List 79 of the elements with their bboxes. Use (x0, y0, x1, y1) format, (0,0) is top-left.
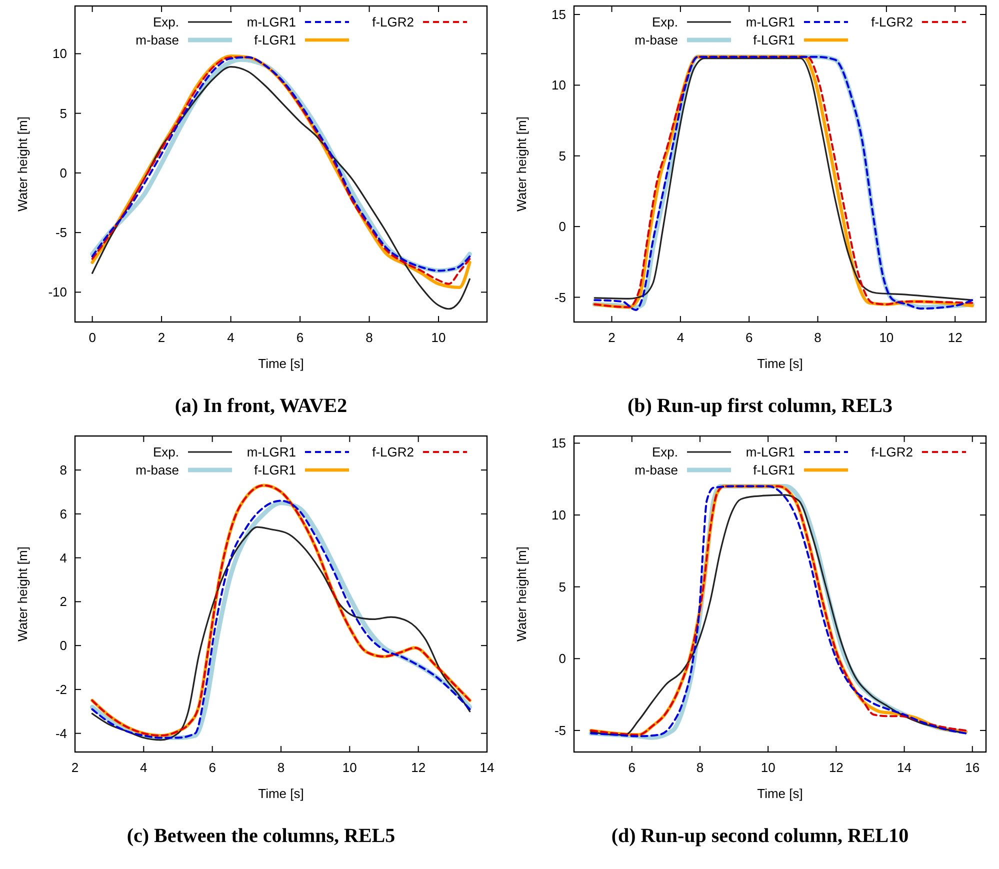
x-tick-label: 12 (828, 760, 844, 775)
y-axis-title: Water height [m] (15, 116, 30, 212)
legend-label: f-LGR1 (753, 32, 795, 48)
x-tick-label: 12 (948, 330, 962, 345)
legend-label: Exp. (152, 444, 179, 460)
y-tick-label: 0 (558, 219, 566, 234)
x-tick-label: 6 (628, 760, 636, 775)
x-tick-label: 14 (897, 760, 912, 775)
legend-label: Exp. (652, 444, 678, 460)
x-tick-label: 0 (88, 330, 96, 345)
x-tick-label: 6 (296, 330, 304, 345)
x-tick-label: 2 (608, 330, 616, 345)
legend-label: f-LGR2 (871, 14, 913, 30)
y-tick-label: 5 (558, 148, 566, 164)
legend-label: m-LGR1 (246, 14, 296, 30)
legend-label: m-LGR1 (746, 444, 795, 460)
x-tick-label: 6 (208, 760, 216, 775)
y-tick-label: 15 (552, 7, 566, 22)
x-tick-label: 8 (696, 760, 704, 775)
legend-label: f-LGR2 (372, 14, 414, 30)
y-tick-label: -5 (55, 225, 67, 240)
y-tick-label: 10 (552, 78, 566, 93)
legend-label: f-LGR2 (871, 444, 913, 460)
legend-label: f-LGR2 (372, 444, 414, 460)
x-axis-title: Time [s] (258, 356, 304, 371)
y-tick-label: 4 (60, 550, 67, 566)
y-tick-label: -2 (55, 682, 67, 698)
text: (d) Run-up second column, REL10 (611, 825, 909, 847)
x-tick-label: 8 (814, 330, 822, 345)
x-tick-label: 10 (342, 760, 357, 775)
y-tick-label: 10 (52, 46, 67, 62)
x-tick-label: 12 (411, 760, 426, 775)
x-axis-title: Time [s] (757, 786, 803, 801)
x-tick-label: 2 (158, 330, 166, 345)
x-tick-label: 10 (879, 330, 894, 345)
text: (b) Run-up first column, REL3 (627, 395, 893, 417)
x-tick-label: 4 (676, 330, 684, 345)
y-axis-title: Water height [m] (514, 116, 529, 212)
x-tick-label: 8 (366, 330, 373, 345)
x-axis-title: Time [s] (258, 786, 304, 801)
y-tick-label: 5 (60, 106, 67, 121)
y-tick-label: 15 (552, 436, 566, 451)
y-tick-label: 5 (558, 579, 566, 594)
x-axis-title: Time [s] (757, 356, 803, 371)
text: (a) In front, WAVE2 (174, 395, 348, 417)
legend-label: m-LGR1 (746, 14, 795, 30)
x-tick-label: 14 (480, 760, 494, 775)
legend-label: m-base (634, 462, 678, 478)
y-tick-label: 0 (558, 651, 566, 666)
legend-label: m-base (136, 462, 179, 478)
legend-label: m-LGR1 (246, 444, 296, 460)
legend-label: m-base (136, 32, 179, 48)
y-axis-title: Water height [m] (15, 546, 30, 642)
y-tick-label: -4 (55, 726, 67, 741)
x-tick-label: 8 (277, 760, 285, 775)
x-tick-label: 4 (140, 760, 148, 775)
legend-label: Exp. (652, 14, 678, 30)
y-tick-label: 0 (60, 638, 67, 654)
x-tick-label: 2 (71, 760, 79, 775)
y-tick-label: 8 (60, 462, 67, 478)
y-tick-label: -5 (554, 290, 566, 305)
x-tick-label: 10 (760, 760, 776, 775)
y-tick-label: 10 (552, 508, 566, 523)
text: (c) Between the columns, REL5 (126, 825, 396, 847)
legend-label: f-LGR1 (254, 32, 296, 48)
x-tick-label: 6 (745, 330, 753, 345)
y-tick-label: 0 (60, 165, 67, 180)
y-tick-label: -10 (48, 284, 67, 300)
legend-label: m-base (634, 32, 678, 48)
y-axis-title: Water height [m] (514, 546, 529, 642)
x-tick-label: 10 (431, 330, 446, 345)
legend-label: f-LGR1 (254, 462, 296, 478)
y-tick-label: 6 (60, 506, 67, 522)
y-tick-label: 2 (60, 594, 67, 610)
legend-label: Exp. (152, 14, 179, 30)
legend-label: f-LGR1 (753, 462, 795, 478)
x-tick-label: 4 (227, 330, 234, 345)
y-tick-label: -5 (554, 723, 566, 738)
x-tick-label: 16 (965, 760, 980, 775)
